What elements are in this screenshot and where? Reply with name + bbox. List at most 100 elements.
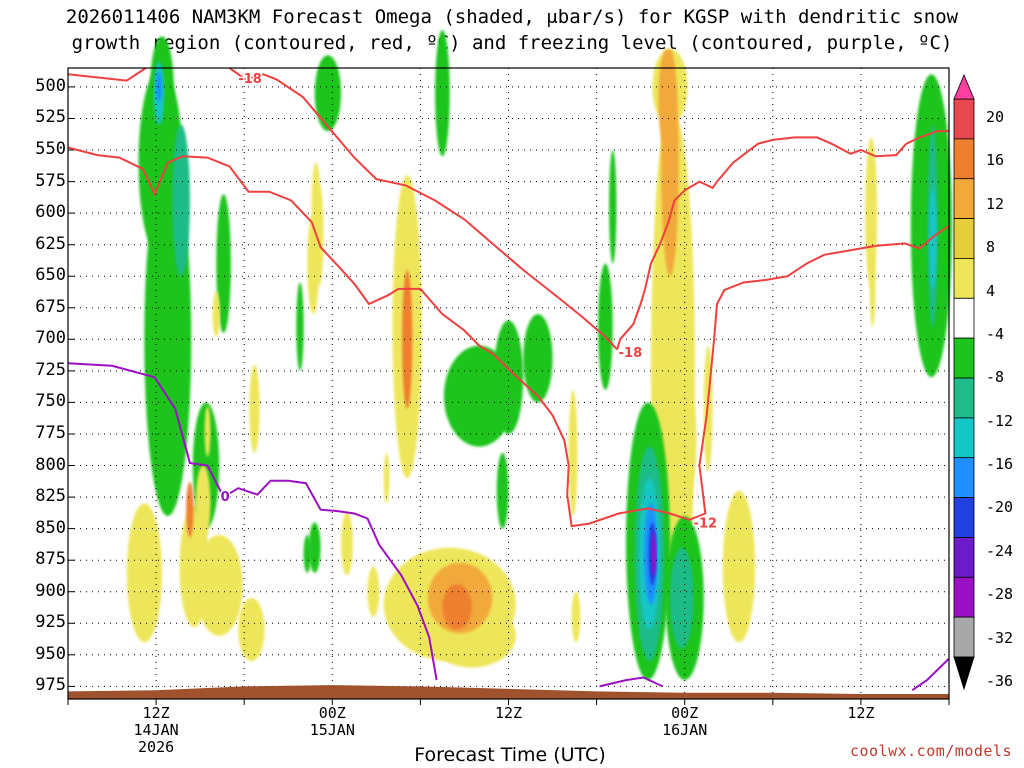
omega-blob-47 [658, 49, 676, 150]
omega-blob-48 [684, 383, 694, 548]
ytick-label-600: 600 [35, 202, 66, 223]
colorbar-label-8: -16 [986, 455, 1014, 474]
ytick-label-575: 575 [35, 170, 66, 191]
ytick-label-625: 625 [35, 233, 66, 254]
contour-label-1: -18 [619, 346, 643, 361]
omega-blob-58 [651, 531, 657, 577]
omega-blob-14 [204, 406, 211, 457]
colorbar-segment-11 [953, 537, 975, 578]
ytick-label-500: 500 [35, 75, 66, 96]
omega-blob-38 [568, 389, 578, 516]
xtick-label-0-1: 14JAN [133, 721, 179, 739]
freezing-level-contour-3 [911, 657, 950, 692]
omega-blob-3 [172, 124, 190, 277]
chart-title-line1: 2026011406 NAM3KM Forecast Omega (shaded… [65, 6, 959, 28]
credit-link[interactable]: coolwx.com/models [849, 742, 1012, 760]
colorbar-label-1: 16 [986, 151, 1005, 170]
omega-shading [126, 30, 953, 681]
xtick-label-2-0: 12Z [494, 704, 523, 722]
omega-blob-27 [402, 269, 413, 409]
colorbar-label-3: 8 [986, 238, 996, 257]
colorbar-segment-7 [953, 377, 975, 419]
omega-blob-60 [869, 251, 876, 327]
colorbar [953, 73, 975, 691]
ytick-label-525: 525 [35, 107, 66, 128]
colorbar-label-4: 4 [986, 281, 996, 300]
contour-label-2: -12 [694, 516, 718, 531]
omega-blob-11 [186, 481, 194, 538]
ytick-label-950: 950 [35, 643, 66, 664]
ytick-label-775: 775 [35, 422, 66, 443]
contour-label-0: -18 [238, 72, 262, 87]
colorbar-top-arrow [953, 73, 975, 100]
xtick-label-3-0: 00Z [671, 704, 699, 722]
contours: -18 -18 -12 0 [67, 67, 950, 692]
omega-blob-10 [195, 465, 211, 542]
ytick-label-725: 725 [35, 359, 66, 380]
temp-contour-right-18 [616, 130, 949, 350]
omega-blob-12 [216, 194, 231, 333]
omega-blob-35 [493, 320, 524, 435]
colorbar-label-13: -36 [986, 672, 1014, 690]
omega-blob-17 [314, 55, 342, 132]
omega-blob-32 [442, 584, 472, 630]
colorbar-segment-2 [953, 178, 975, 219]
plot-frame [67, 67, 950, 700]
omega-blob-36 [523, 314, 553, 403]
omega-blob-25 [367, 566, 380, 617]
colorbar-segment-1 [953, 138, 975, 180]
colorbar-segment-3 [953, 218, 975, 259]
colorbar-label-6: -8 [986, 368, 1005, 387]
ytick-label-900: 900 [35, 580, 66, 601]
xtick-label-1-0: 00Z [318, 704, 346, 722]
xtick-label-0-2: 2026 [138, 738, 175, 756]
xtick-label-4-0: 12Z [847, 704, 875, 722]
ytick-label-650: 650 [35, 265, 66, 286]
colorbar-segment-0 [953, 98, 975, 140]
omega-blob-59 [865, 137, 878, 289]
omega-blob-37 [496, 452, 509, 529]
omega-blob-41 [609, 150, 617, 264]
ytick-label-875: 875 [35, 549, 66, 570]
colorbar-label-12: -32 [986, 628, 1014, 647]
ytick-label-675: 675 [35, 296, 66, 317]
chart-title-line2: growth region (contoured, red, ºC) and f… [71, 32, 953, 54]
omega-blob-6 [126, 503, 162, 643]
omega-blob-20 [314, 185, 324, 287]
omega-blob-39 [571, 591, 581, 643]
omega-blob-8 [195, 534, 243, 636]
xtick-label-3-1: 16JAN [662, 721, 708, 739]
temp-contour-top-left [67, 67, 147, 82]
plot-grid [67, 68, 950, 705]
colorbar-label-2: 12 [986, 194, 1005, 213]
x-axis-title: Forecast Time (UTC) [414, 744, 606, 766]
colorbar-segment-6 [953, 337, 975, 379]
colorbar-label-7: -12 [986, 411, 1014, 430]
colorbar-label-10: -24 [986, 541, 1014, 560]
ytick-label-825: 825 [35, 486, 66, 507]
omega-blob-50 [722, 490, 756, 643]
omega-blob-24 [341, 512, 353, 576]
omega-blob-40 [598, 263, 613, 390]
ytick-label-700: 700 [35, 328, 66, 349]
freezing-level-contour-2 [599, 676, 664, 688]
contour-label-3: 0 [221, 490, 230, 505]
colorbar-bottom-arrow [953, 656, 975, 691]
colorbar-segment-12 [953, 576, 975, 618]
xtick-label-1-1: 15JAN [309, 721, 355, 739]
omega-blob-28 [383, 453, 390, 504]
terrain [68, 685, 949, 699]
colorbar-label-9: -20 [986, 498, 1014, 517]
omega-blob-33 [435, 30, 450, 157]
colorbar-label-5: -4 [986, 324, 1005, 343]
xtick-label-0-0: 12Z [142, 704, 170, 722]
colorbar-label-11: -28 [986, 585, 1014, 604]
colorbar-segment-5 [953, 297, 975, 339]
omega-blob-53 [670, 547, 694, 649]
omega-blob-22 [296, 282, 304, 371]
omega-blob-15 [249, 364, 260, 453]
ytick-label-925: 925 [35, 612, 66, 633]
terrain-fill [68, 685, 949, 699]
ytick-label-750: 750 [35, 391, 66, 412]
